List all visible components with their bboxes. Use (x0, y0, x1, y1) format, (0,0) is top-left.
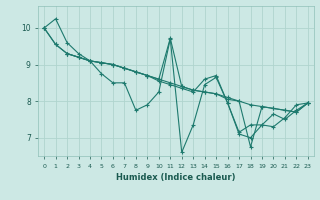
X-axis label: Humidex (Indice chaleur): Humidex (Indice chaleur) (116, 173, 236, 182)
